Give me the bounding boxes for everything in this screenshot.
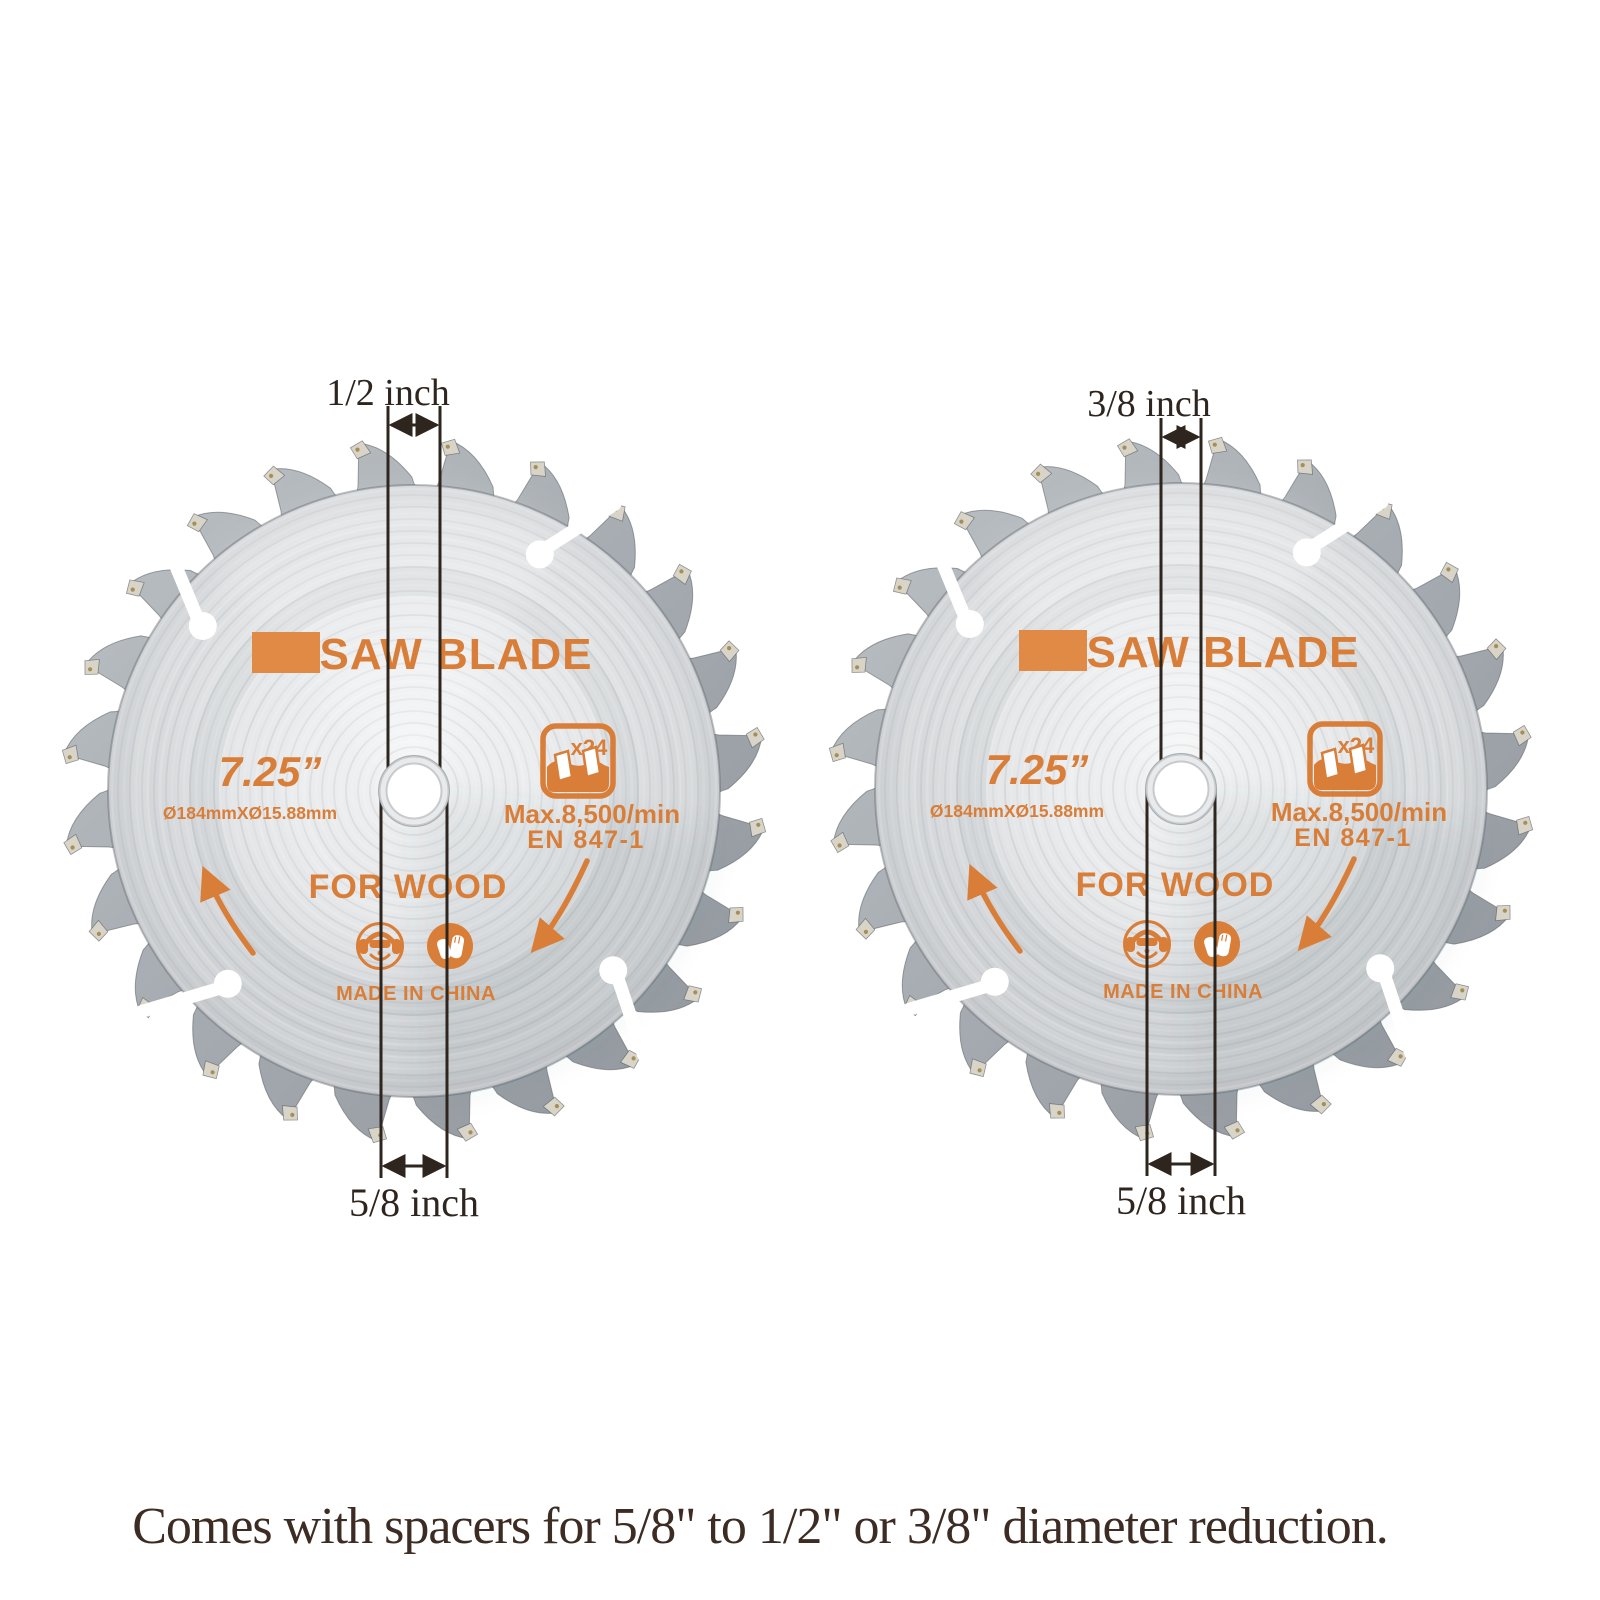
saw-blade-right: SAW BLADE 7.25” Ø184mmXØ15.88mm x24 Max.… — [828, 383, 1534, 1223]
carbide-tip — [1309, 1094, 1332, 1115]
dimension-annotation: 1/2 inch 5/8 inch — [326, 372, 479, 1225]
expansion-slot — [535, 497, 622, 558]
rotation-arrow-left — [967, 863, 1023, 954]
carbide-tip — [892, 577, 912, 595]
carbide-tip — [728, 907, 744, 924]
carbide-tip — [828, 742, 846, 763]
carbide-tip — [1030, 463, 1053, 484]
blade-spec-label: Ø184mmXØ15.88mm — [930, 801, 1104, 821]
dimension-lines — [379, 406, 449, 1178]
carbide-tip — [440, 438, 461, 456]
carbide-tip — [530, 461, 547, 477]
carbide-tip — [1495, 905, 1511, 922]
carbide-tip — [88, 919, 109, 942]
carbide-tip — [367, 1126, 388, 1144]
carbide-tip — [745, 726, 765, 749]
carbide-tip — [202, 1060, 220, 1080]
material-label: FOR WOOD — [1076, 866, 1275, 904]
carbide-tip — [1116, 438, 1139, 458]
carbide-tip — [84, 658, 100, 675]
top-dimension-label: 3/8 inch — [1087, 383, 1210, 425]
carbide-tip — [851, 656, 867, 673]
carbide-tip — [1048, 1103, 1065, 1119]
bottom-dimension-label: 5/8 inch — [349, 1180, 479, 1225]
top-dimension-label: 1/2 inch — [326, 372, 449, 414]
carbide-tip — [281, 1105, 298, 1121]
expansion-slot — [902, 978, 999, 1016]
bottom-dimension-label: 5/8 inch — [1116, 1178, 1246, 1223]
carbide-tip — [61, 744, 79, 765]
gloves-icon — [1194, 921, 1240, 967]
arbor-hole-circle — [387, 764, 441, 818]
saw-blade-left: SAW BLADE 7.25” Ø184mmXØ15.88mm x24 Max.… — [61, 372, 767, 1225]
carbide-tip — [1450, 983, 1470, 1001]
gloves-icon — [427, 923, 473, 969]
brand-color-block — [1019, 630, 1087, 671]
teeth-count-badge — [1307, 721, 1383, 797]
max-speed-label: Max.8,500/min — [504, 799, 680, 829]
max-speed-label: Max.8,500/min — [1271, 797, 1447, 827]
carbide-tip — [63, 833, 83, 856]
blade-print: SAW BLADE 7.25” Ø184mmXØ15.88mm x24 Max.… — [930, 628, 1447, 1003]
standard-label: EN 847-1 — [1294, 824, 1412, 852]
carbide-tip — [1386, 1047, 1409, 1067]
carbide-tip — [953, 511, 976, 531]
expansion-slot — [135, 980, 232, 1018]
rotation-arrows — [967, 856, 1357, 954]
origin-label: MADE IN CHINA — [1103, 981, 1263, 1003]
carbide-tip — [969, 1058, 987, 1078]
blade-title: SAW BLADE — [320, 630, 593, 679]
carbide-tip — [542, 1096, 565, 1117]
carbide-tip — [1486, 638, 1507, 661]
standard-label: EN 847-1 — [527, 826, 645, 854]
carbide-tip — [1439, 561, 1459, 584]
material-label: FOR WOOD — [309, 868, 508, 906]
teeth-count-badge — [540, 723, 616, 799]
carbide-tip — [683, 985, 703, 1003]
brand-color-block — [252, 632, 320, 673]
expansion-slot — [160, 537, 207, 630]
carbide-tip — [1134, 1124, 1155, 1142]
dimension-lines — [1145, 418, 1217, 1176]
carbide-tip — [263, 465, 286, 486]
carbide-tip — [1512, 724, 1532, 747]
expansion-slot — [1376, 964, 1418, 1060]
blade-spec-label: Ø184mmXØ15.88mm — [163, 803, 337, 823]
blade-size-label: 7.25” — [219, 748, 322, 795]
carbide-tip — [1223, 1120, 1246, 1140]
carbide-tip — [855, 917, 876, 940]
expansion-slot — [609, 966, 651, 1062]
carbide-tip — [619, 1049, 642, 1069]
carbide-tip — [349, 440, 372, 460]
expansion-slot — [1302, 495, 1389, 556]
carbide-tip — [1207, 436, 1228, 454]
origin-label: MADE IN CHINA — [336, 983, 496, 1005]
carbide-tip — [456, 1122, 479, 1142]
rotation-arrow-right — [1297, 856, 1357, 951]
arbor-hole-circle — [1154, 762, 1208, 816]
expansion-slot — [927, 535, 974, 628]
rotation-arrow-left — [200, 865, 256, 956]
arbor-hole — [378, 755, 450, 827]
carbide-tip — [186, 513, 209, 533]
carbide-tip — [749, 817, 767, 838]
blade-title: SAW BLADE — [1087, 628, 1360, 677]
carbide-tip — [672, 563, 692, 586]
carbide-tip — [125, 579, 145, 597]
blade-size-label: 7.25” — [986, 746, 1089, 793]
carbide-tip — [830, 831, 850, 854]
rotation-arrows — [200, 858, 590, 956]
carbide-tip — [1516, 815, 1534, 836]
blade-print: SAW BLADE 7.25” Ø184mmXØ15.88mm x24 Max.… — [163, 630, 680, 1005]
arbor-hole — [1145, 753, 1217, 825]
carbide-tip — [1297, 459, 1314, 475]
carbide-tip — [719, 640, 740, 663]
rotation-arrow-right — [530, 858, 590, 953]
dimension-annotation: 3/8 inch 5/8 inch — [1087, 383, 1246, 1223]
caption-text: Comes with spacers for 5/8" to 1/2" or 3… — [132, 1498, 1389, 1555]
